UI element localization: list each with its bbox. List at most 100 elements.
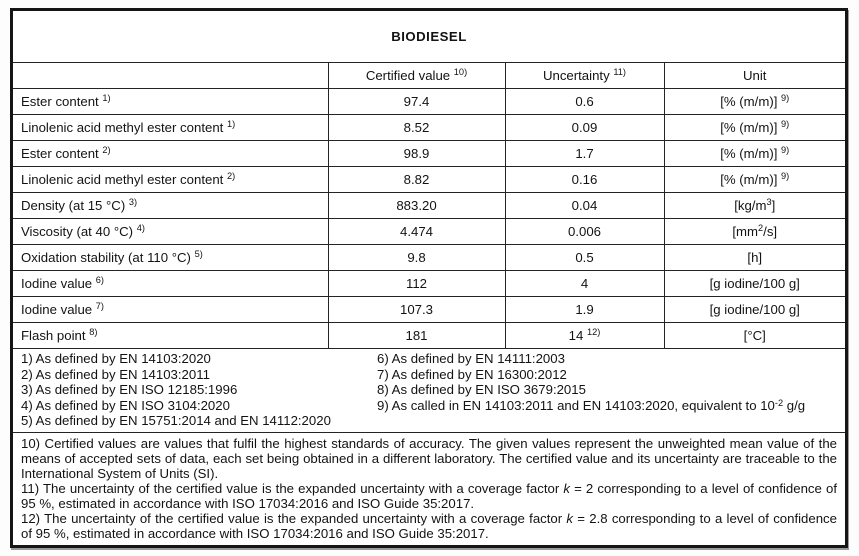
property-cell: Viscosity (at 40 °C) 4)	[12, 217, 329, 245]
footnote-3: 3) As defined by EN ISO 12185:1996	[21, 382, 238, 398]
certified-value-cell: 8.52	[327, 113, 506, 141]
text-segment: 1)	[226, 119, 236, 130]
uncertainty-cell: 0.09	[504, 113, 665, 141]
unit-cell: [kg/m3]	[663, 191, 846, 219]
text-segment: [mm	[732, 223, 759, 239]
text-segment: 3	[766, 197, 772, 208]
property-cell: Iodine value 6)	[12, 269, 329, 297]
uncertainty-cell: 0.04	[504, 191, 665, 219]
table-row: Iodine value 6) 112 4 [g iodine/100 g]	[12, 269, 846, 297]
footnote-1: 1) As defined by EN 14103:2020	[21, 351, 211, 367]
unit-cell: [h]	[663, 243, 846, 271]
paragraphs-cell: 10) Certified values are values that ful…	[12, 431, 846, 546]
footnotes-column-left: 1) As defined by EN 14103:2020 2) As def…	[21, 351, 377, 428]
title-row: BIODIESEL	[12, 10, 846, 63]
text-segment: 12)	[586, 327, 601, 338]
property-cell: Flash point 8)	[12, 321, 329, 349]
text-segment: [% (m/m)]	[720, 93, 782, 109]
certificate-table: BIODIESEL Certified value 10) Uncertaint…	[12, 10, 846, 546]
certified-value-cell: 9.8	[327, 243, 506, 271]
uncertainty-cell: 1.9	[504, 295, 665, 323]
text-segment: = 2.8 corresponding to a level of confid…	[21, 511, 837, 542]
text-segment: Iodine value	[21, 301, 96, 317]
column-header-row: Certified value 10) Uncertainty 11) Unit	[12, 61, 846, 89]
text-segment: = 2 corresponding to a level of confiden…	[21, 481, 837, 512]
text-segment: 9)	[781, 145, 790, 156]
certified-value-cell: 112	[327, 269, 506, 297]
text-segment: [% (m/m)]	[720, 171, 782, 187]
text-segment: 2)	[102, 145, 111, 156]
text-segment: 10)	[453, 67, 468, 78]
text-segment: 1)	[102, 93, 111, 104]
text-segment: Oxidation stability (at 110 °C)	[21, 249, 195, 265]
certified-value-cell: 97.4	[327, 87, 506, 115]
footnote-paragraph-12: 12) The uncertainty of the certified val…	[21, 511, 837, 541]
text-segment: 6)	[95, 275, 105, 286]
text-segment: 10) Certified values are values that ful…	[21, 436, 837, 482]
footnotes-columns: 1) As defined by EN 14103:2020 2) As def…	[21, 351, 837, 428]
certified-value-cell: 8.82	[327, 165, 506, 193]
text-segment: Iodine value	[21, 275, 96, 291]
unit-cell: [g iodine/100 g]	[663, 269, 846, 297]
table-row: Flash point 8) 181 14 12) [°C]	[12, 321, 846, 349]
footnotes-cell: 1) As defined by EN 14103:2020 2) As def…	[12, 347, 846, 433]
text-segment: 7)	[95, 301, 105, 312]
uncertainty-cell: 1.7	[504, 139, 665, 167]
table-row: Oxidation stability (at 110 °C) 5) 9.8 0…	[12, 243, 846, 271]
text-segment: 8)	[89, 327, 98, 338]
unit-cell: [% (m/m)] 9)	[663, 113, 846, 141]
text-segment: [% (m/m)]	[720, 145, 782, 161]
text-segment: 11) The uncertainty of the certified val…	[21, 481, 564, 497]
unit-cell: [°C]	[663, 321, 846, 349]
text-segment: 11)	[613, 67, 627, 78]
uncertainty-cell: 0.6	[504, 87, 665, 115]
uncertainty-cell: 0.5	[504, 243, 665, 271]
property-cell: Ester content 2)	[12, 139, 329, 167]
property-cell: Linolenic acid methyl ester content 2)	[12, 165, 329, 193]
uncertainty-cell: 0.006	[504, 217, 665, 245]
footnote-2: 2) As defined by EN 14103:2011	[21, 366, 210, 382]
column-header-uncertainty: Uncertainty 11)	[504, 61, 665, 89]
text-segment: Ester content	[21, 93, 103, 109]
certified-value-cell: 98.9	[327, 139, 506, 167]
table-row: Iodine value 7) 107.3 1.9 [g iodine/100 …	[12, 295, 846, 323]
unit-cell: [% (m/m)] 9)	[663, 87, 846, 115]
uncertainty-cell: 0.16	[504, 165, 665, 193]
uncertainty-cell: 4	[504, 269, 665, 297]
text-segment: 14	[568, 327, 587, 343]
table-row: Viscosity (at 40 °C) 4) 4.474 0.006 [mm2…	[12, 217, 846, 245]
table-row: Density (at 15 °C) 3) 883.20 0.04 [kg/m3…	[12, 191, 846, 219]
table-row: Ester content 1) 97.4 0.6 [% (m/m)] 9)	[12, 87, 846, 115]
text-segment: Density (at 15 °C)	[21, 197, 129, 213]
text-segment: k	[566, 511, 573, 527]
certified-value-cell: 4.474	[327, 217, 506, 245]
unit-cell: [% (m/m)] 9)	[663, 165, 846, 193]
unit-cell: [mm2/s]	[663, 217, 846, 245]
column-header-property	[12, 61, 329, 89]
table-row: Ester content 2) 98.9 1.7 [% (m/m)] 9)	[12, 139, 846, 167]
footnote-4: 4) As defined by EN ISO 3104:2020	[21, 397, 230, 413]
footnote-6: 6) As defined by EN 14111:2003	[377, 351, 565, 367]
text-segment: Flash point	[21, 327, 90, 343]
certified-value-cell: 107.3	[327, 295, 506, 323]
text-segment: /s]	[763, 223, 778, 239]
text-segment: -2	[774, 397, 784, 408]
text-segment: 9) As called in EN 14103:2011 and EN 141…	[377, 397, 775, 413]
text-segment: [% (m/m)]	[720, 119, 782, 135]
text-segment: Certified value	[365, 67, 454, 83]
column-header-unit: Unit	[663, 61, 846, 89]
property-cell: Density (at 15 °C) 3)	[12, 191, 329, 219]
text-segment: k	[563, 481, 570, 497]
property-cell: Ester content 1)	[12, 87, 329, 115]
text-segment: 9)	[781, 171, 790, 182]
footnote-paragraph-11: 11) The uncertainty of the certified val…	[21, 481, 837, 511]
certificate-frame: BIODIESEL Certified value 10) Uncertaint…	[10, 8, 848, 548]
footnote-8: 8) As defined by EN ISO 3679:2015	[377, 382, 586, 398]
text-segment: 5)	[194, 249, 203, 260]
text-segment: [kg/m	[734, 197, 767, 213]
unit-cell: [% (m/m)] 9)	[663, 139, 846, 167]
paragraphs-row: 10) Certified values are values that ful…	[12, 431, 846, 546]
table-row: Linolenic acid methyl ester content 1) 8…	[12, 113, 846, 141]
footnotes-row: 1) As defined by EN 14103:2020 2) As def…	[12, 347, 846, 433]
